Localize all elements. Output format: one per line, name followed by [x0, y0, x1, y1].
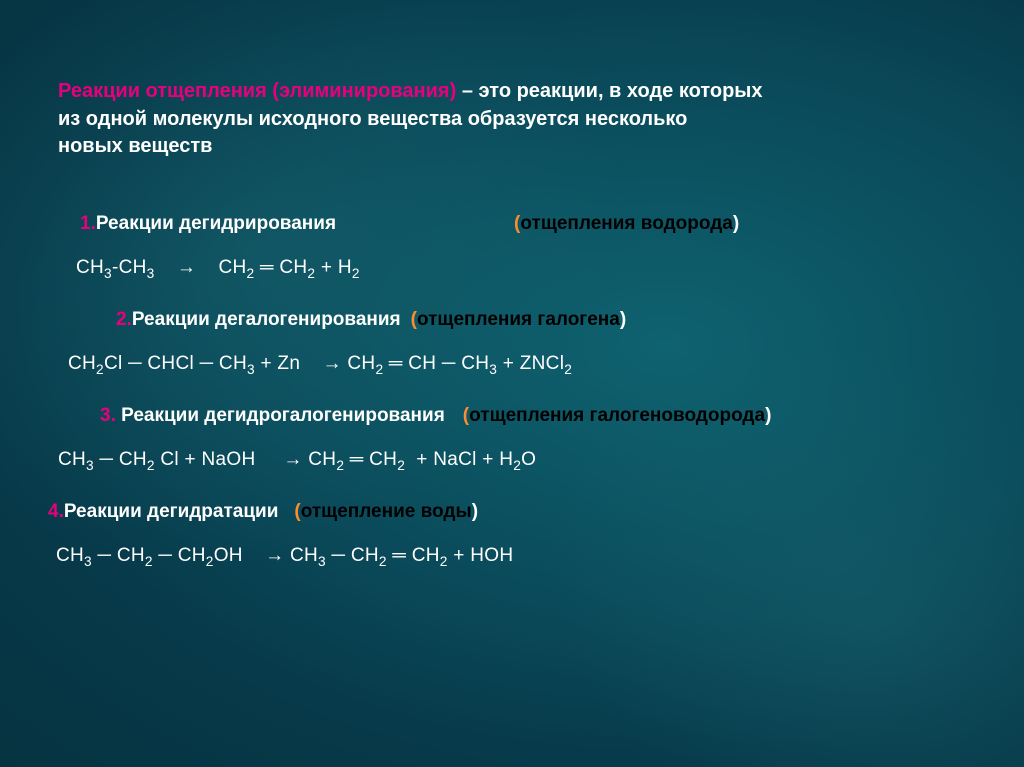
sec3-num: 3.	[100, 405, 116, 426]
section-1: 1.Реакции дегидрирования(отщепления водо…	[58, 213, 966, 279]
sec1-note: отщепления водорода	[520, 213, 732, 234]
sec1-name: Реакции дегидрирования	[96, 213, 336, 234]
sec1-num: 1.	[80, 213, 96, 234]
sec4-note-close: )	[472, 501, 478, 522]
section-2: 2.Реакции дегалогенирования(отщепления г…	[58, 309, 966, 375]
heading-line3: новых веществ	[58, 135, 212, 157]
heading-emph: Реакции отщепления (элиминирования)	[58, 80, 456, 102]
heading-rest1: – это реакции, в ходе которых	[456, 80, 762, 102]
sec3-note-close: )	[765, 405, 771, 426]
equation-4: CH3 ─ CH2 ─ CH2OH → CH3 ─ CH2 ═ CH2 + HO…	[56, 545, 966, 567]
equation-3: CH3 ─ CH2 Cl + NaOH → CH2 ═ CH2 + NaCl +…	[58, 449, 966, 471]
heading-line2: из одной молекулы исходного вещества обр…	[58, 108, 687, 130]
section-1-title: 1.Реакции дегидрирования(отщепления водо…	[80, 213, 966, 235]
equation-1: CH3-CH3 → CH2 ═ CH2 + H2	[76, 257, 966, 279]
sec1-note-close: )	[733, 213, 739, 234]
sec3-name: Реакции дегидрогалогенирования	[116, 405, 445, 426]
sec4-num: 4.	[48, 501, 64, 522]
section-4-title: 4.Реакции дегидратации(отщепление воды)	[48, 501, 966, 523]
section-4: 4.Реакции дегидратации(отщепление воды) …	[48, 501, 966, 567]
section-3: 3. Реакции дегидрогалогенирования(отщепл…	[58, 405, 966, 471]
sec2-num: 2.	[116, 309, 132, 330]
equation-2: CH2Cl ─ CHCl ─ CH3 + Zn → CH2 ═ CH ─ CH3…	[68, 353, 966, 375]
sec3-note: отщепления галогеноводорода	[469, 405, 765, 426]
sec4-note: отщепление воды	[301, 501, 472, 522]
section-2-title: 2.Реакции дегалогенирования(отщепления г…	[116, 309, 966, 331]
sec2-note-close: )	[620, 309, 626, 330]
sec2-name: Реакции дегалогенирования	[132, 309, 401, 330]
sec4-name: Реакции дегидратации	[64, 501, 279, 522]
slide-content: Реакции отщепления (элиминирования) – эт…	[0, 0, 1024, 767]
sec2-note: отщепления галогена	[417, 309, 620, 330]
section-3-title: 3. Реакции дегидрогалогенирования(отщепл…	[100, 405, 966, 427]
heading-block: Реакции отщепления (элиминирования) – эт…	[58, 78, 966, 161]
